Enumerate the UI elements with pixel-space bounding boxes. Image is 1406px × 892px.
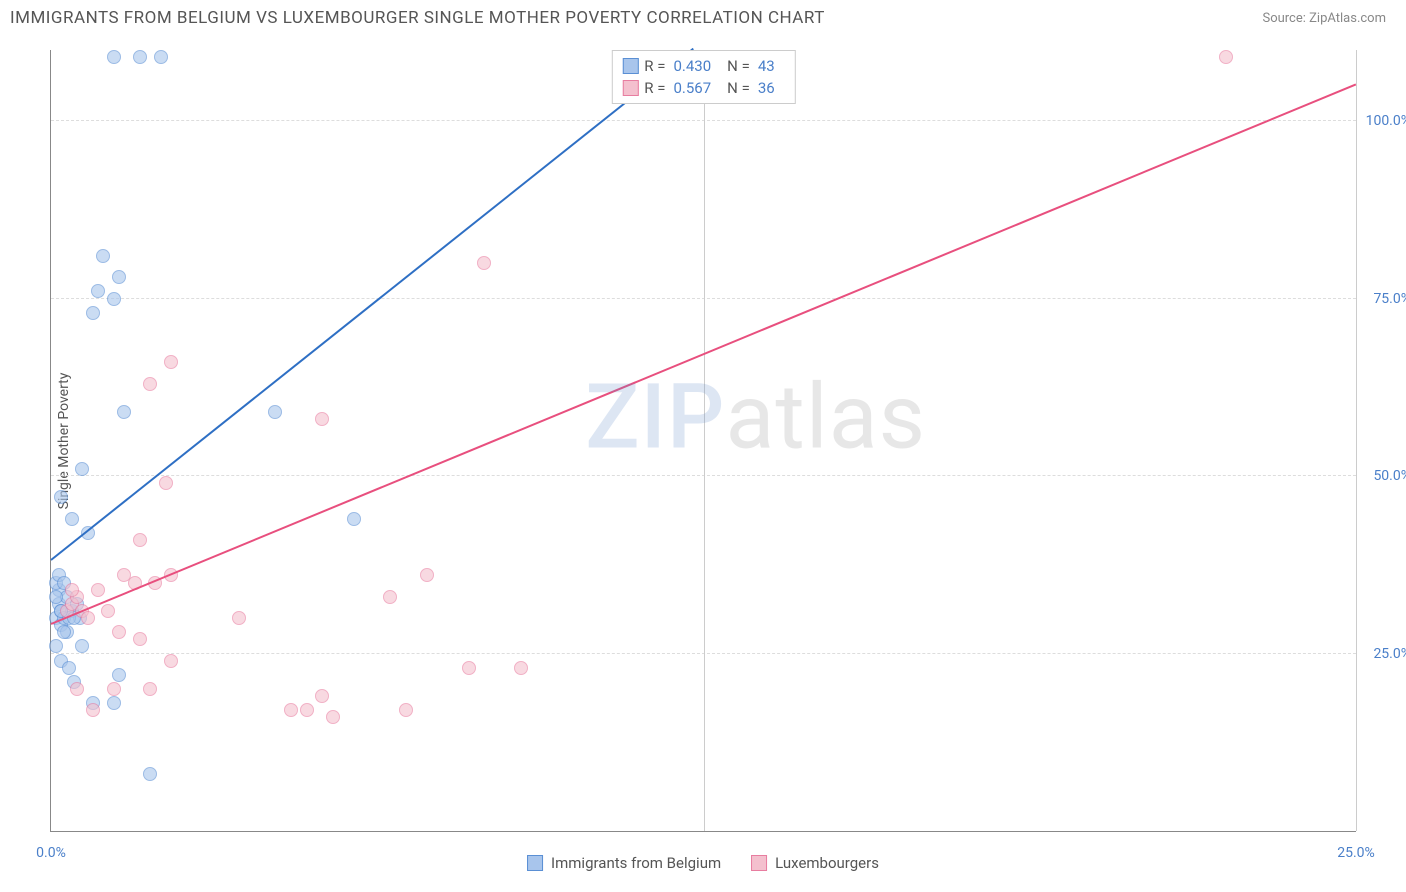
scatter-point bbox=[133, 50, 147, 64]
scatter-point bbox=[62, 661, 76, 675]
y-tick-label: 75.0% bbox=[1373, 291, 1406, 307]
scatter-point bbox=[65, 583, 79, 597]
scatter-point bbox=[91, 284, 105, 298]
scatter-point bbox=[133, 632, 147, 646]
scatter-point bbox=[101, 604, 115, 618]
series-legend-item: Luxembourgers bbox=[751, 854, 879, 872]
scatter-point bbox=[107, 682, 121, 696]
correlation-legend-row: R = 0.567 N = 36 bbox=[622, 77, 784, 99]
scatter-point bbox=[1219, 50, 1233, 64]
plot-area: ZIPatlas R =0.430N =43R =0.567N =36 25.0… bbox=[50, 50, 1356, 832]
x-tick-label: 25.0% bbox=[1337, 845, 1375, 861]
scatter-point bbox=[75, 639, 89, 653]
correlation-legend-row: R = 0.430 N = 43 bbox=[622, 55, 784, 77]
scatter-point bbox=[112, 625, 126, 639]
scatter-point bbox=[462, 661, 476, 675]
r-label: R = bbox=[644, 79, 665, 97]
gridline-vertical bbox=[704, 50, 705, 831]
scatter-point bbox=[54, 490, 68, 504]
scatter-point bbox=[70, 682, 84, 696]
n-label: N = bbox=[727, 57, 750, 75]
n-label: N = bbox=[727, 79, 750, 97]
scatter-point bbox=[91, 583, 105, 597]
scatter-point bbox=[268, 405, 282, 419]
series-legend: Immigrants from Belgium Luxembourgers bbox=[527, 854, 879, 872]
scatter-point bbox=[315, 412, 329, 426]
watermark-part2: atlas bbox=[725, 365, 926, 470]
scatter-point bbox=[112, 668, 126, 682]
scatter-point bbox=[154, 50, 168, 64]
series-legend-label: Immigrants from Belgium bbox=[551, 854, 721, 872]
y-tick-label: 100.0% bbox=[1366, 113, 1406, 129]
series-legend-item: Immigrants from Belgium bbox=[527, 854, 721, 872]
trendline bbox=[50, 48, 693, 561]
scatter-point bbox=[107, 696, 121, 710]
scatter-point bbox=[315, 689, 329, 703]
legend-swatch bbox=[622, 80, 638, 96]
scatter-point bbox=[164, 654, 178, 668]
r-value: 0.567 bbox=[673, 79, 711, 97]
scatter-point bbox=[117, 405, 131, 419]
page-title: IMMIGRANTS FROM BELGIUM VS LUXEMBOURGER … bbox=[10, 8, 825, 28]
scatter-point bbox=[514, 661, 528, 675]
scatter-point bbox=[399, 703, 413, 717]
series-legend-label: Luxembourgers bbox=[775, 854, 879, 872]
scatter-point bbox=[477, 256, 491, 270]
scatter-point bbox=[232, 611, 246, 625]
scatter-point bbox=[81, 611, 95, 625]
scatter-point bbox=[57, 625, 71, 639]
r-label: R = bbox=[644, 57, 665, 75]
r-value: 0.430 bbox=[673, 57, 711, 75]
scatter-point bbox=[49, 639, 63, 653]
scatter-point bbox=[284, 703, 298, 717]
scatter-point bbox=[49, 590, 63, 604]
scatter-point bbox=[300, 703, 314, 717]
x-tick-label: 0.0% bbox=[36, 845, 66, 861]
scatter-point bbox=[143, 767, 157, 781]
scatter-point bbox=[164, 355, 178, 369]
scatter-point bbox=[86, 703, 100, 717]
legend-swatch bbox=[622, 58, 638, 74]
scatter-point bbox=[143, 682, 157, 696]
scatter-point bbox=[107, 292, 121, 306]
correlation-legend: R = 0.430 N = 43 R = 0.567 N = 36 bbox=[611, 50, 795, 104]
scatter-point bbox=[75, 462, 89, 476]
scatter-point bbox=[326, 710, 340, 724]
scatter-point bbox=[107, 50, 121, 64]
scatter-point bbox=[65, 512, 79, 526]
scatter-point bbox=[96, 249, 110, 263]
legend-swatch bbox=[527, 855, 543, 871]
chart-container: Single Mother Poverty ZIPatlas R =0.430N… bbox=[50, 50, 1356, 832]
scatter-point bbox=[133, 533, 147, 547]
scatter-point bbox=[86, 306, 100, 320]
legend-swatch bbox=[751, 855, 767, 871]
y-tick-label: 25.0% bbox=[1373, 646, 1406, 662]
scatter-point bbox=[347, 512, 361, 526]
scatter-point bbox=[420, 568, 434, 582]
gridline-vertical bbox=[1356, 50, 1357, 831]
scatter-point bbox=[112, 270, 126, 284]
y-tick-label: 50.0% bbox=[1373, 468, 1406, 484]
n-value: 36 bbox=[758, 79, 775, 97]
source-label: Source: ZipAtlas.com bbox=[1262, 11, 1386, 26]
scatter-point bbox=[143, 377, 157, 391]
scatter-point bbox=[383, 590, 397, 604]
n-value: 43 bbox=[758, 57, 775, 75]
scatter-point bbox=[159, 476, 173, 490]
